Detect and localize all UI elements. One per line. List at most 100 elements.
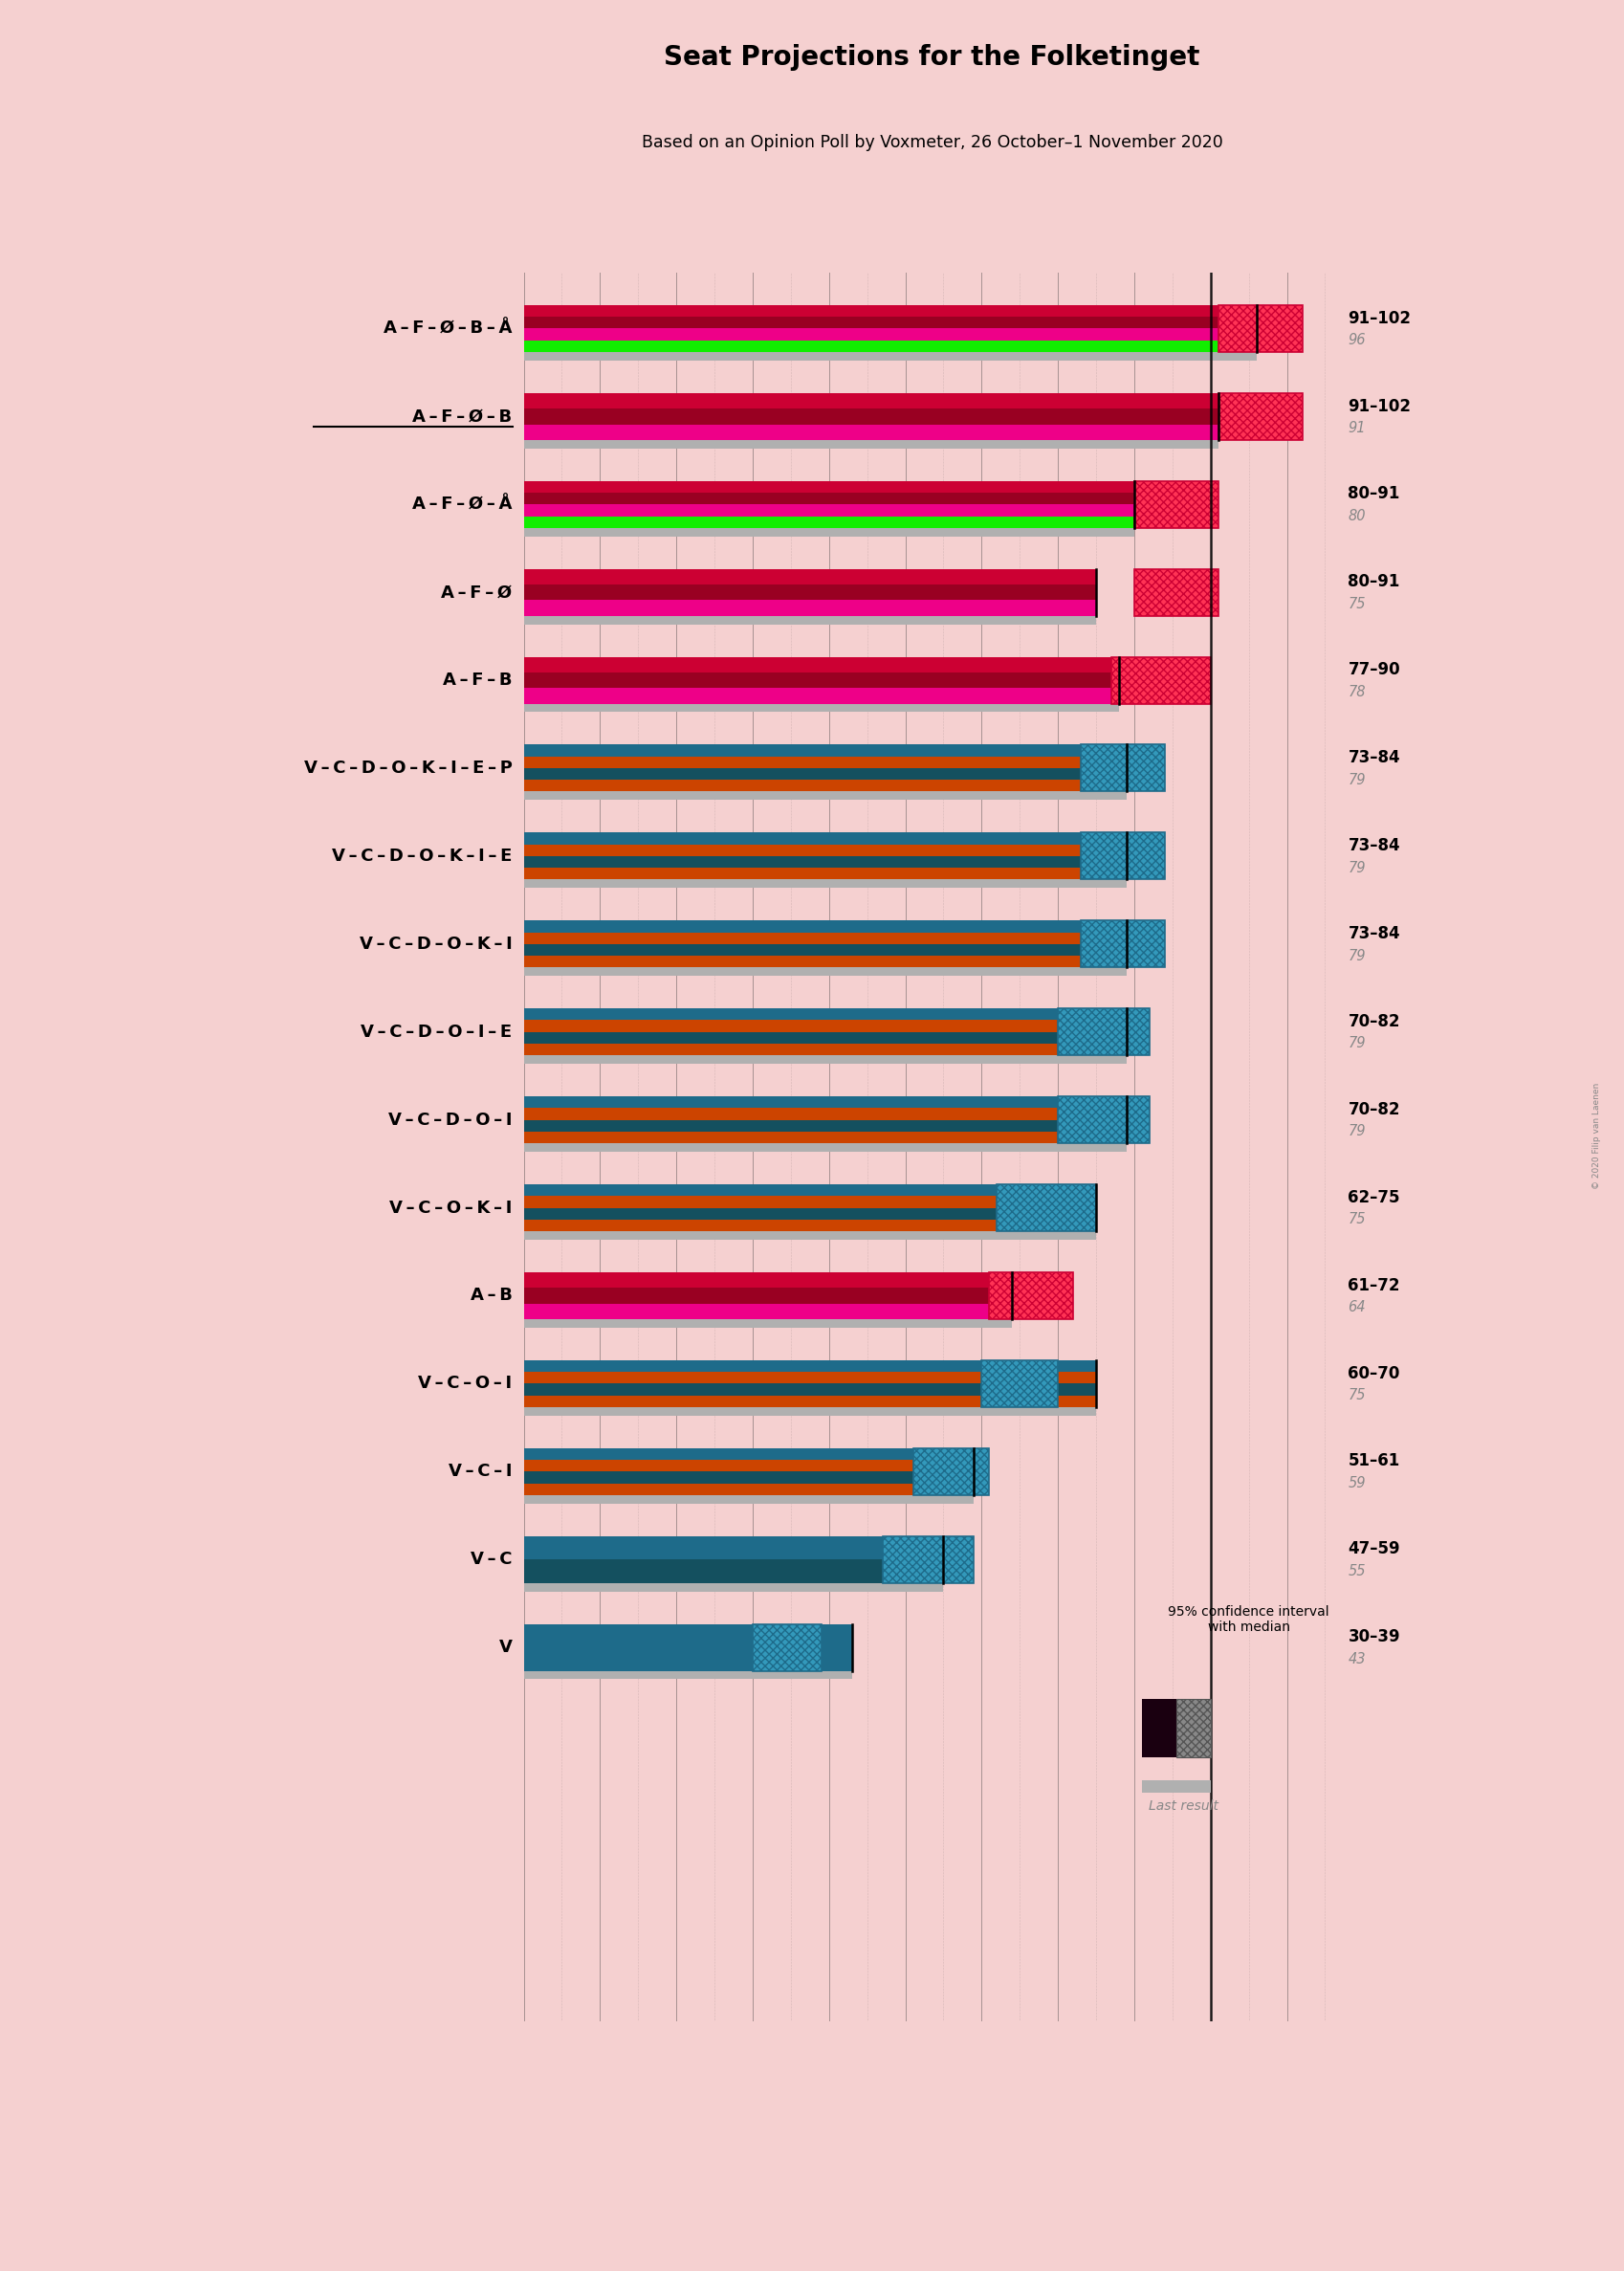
Text: A – F – Ø – Å: A – F – Ø – Å <box>412 495 512 513</box>
Bar <box>523 1142 1125 1151</box>
Bar <box>523 1288 1012 1304</box>
Bar <box>523 1671 851 1678</box>
Text: V – C – D – O – K – I – E: V – C – D – O – K – I – E <box>331 847 512 865</box>
Bar <box>1080 920 1164 967</box>
Bar <box>523 516 1134 527</box>
Bar <box>523 1319 1012 1329</box>
Bar <box>523 441 1218 447</box>
Bar <box>523 879 1125 888</box>
Bar <box>523 933 1125 945</box>
Text: 47–59: 47–59 <box>1348 1540 1400 1558</box>
Bar <box>523 409 1218 425</box>
Bar <box>523 1472 973 1483</box>
Bar <box>523 318 1255 329</box>
Text: Seat Projections for the Folketinget: Seat Projections for the Folketinget <box>664 43 1199 70</box>
Text: V: V <box>499 1640 512 1656</box>
Bar <box>523 425 1218 441</box>
Text: 91–102: 91–102 <box>1348 309 1410 327</box>
Text: 79: 79 <box>1348 1124 1364 1138</box>
Bar <box>523 920 1125 933</box>
Text: A – F – Ø – B: A – F – Ø – B <box>412 409 512 425</box>
Bar <box>523 615 1096 625</box>
Bar <box>523 1008 1125 1020</box>
Text: 77–90: 77–90 <box>1348 661 1400 679</box>
Bar <box>523 504 1134 516</box>
Text: 95% confidence interval
with median: 95% confidence interval with median <box>1168 1606 1328 1633</box>
Text: 91–102: 91–102 <box>1348 397 1410 416</box>
Text: 75: 75 <box>1348 597 1364 611</box>
Text: 91: 91 <box>1348 420 1364 436</box>
Text: 79: 79 <box>1348 861 1364 874</box>
Bar <box>523 1208 1096 1220</box>
Text: 30–39: 30–39 <box>1348 1628 1400 1646</box>
Bar <box>523 481 1134 493</box>
Bar <box>523 393 1218 409</box>
Text: 73–84: 73–84 <box>1348 749 1400 765</box>
Bar <box>523 688 1119 704</box>
Bar <box>523 1460 973 1472</box>
Text: 79: 79 <box>1348 772 1364 788</box>
Bar <box>523 1372 1096 1383</box>
Text: 80–91: 80–91 <box>1348 486 1400 502</box>
Bar <box>523 1231 1096 1240</box>
Bar <box>523 745 1125 756</box>
Bar <box>523 600 1096 615</box>
Text: 43: 43 <box>1348 1651 1364 1667</box>
Bar <box>981 1360 1057 1408</box>
Bar <box>523 1383 1096 1394</box>
Bar <box>1134 481 1218 527</box>
Bar <box>1080 833 1164 879</box>
Text: 60–70: 60–70 <box>1348 1365 1400 1381</box>
Bar <box>523 1031 1125 1045</box>
Text: © 2020 Filip van Laenen: © 2020 Filip van Laenen <box>1592 1083 1600 1188</box>
Bar <box>523 845 1125 856</box>
Bar <box>523 1494 973 1503</box>
Bar <box>523 1449 973 1460</box>
Bar <box>523 1108 1125 1120</box>
Bar <box>523 1360 1096 1372</box>
Bar <box>523 1483 973 1494</box>
Bar <box>523 584 1096 600</box>
Text: 96: 96 <box>1348 334 1364 347</box>
Text: V – C: V – C <box>471 1551 512 1567</box>
Bar <box>523 704 1119 713</box>
Bar <box>1080 745 1164 793</box>
Text: 51–61: 51–61 <box>1348 1453 1398 1469</box>
Bar <box>523 1020 1125 1031</box>
Bar <box>523 868 1125 879</box>
Bar <box>523 1097 1125 1108</box>
Bar <box>523 967 1125 977</box>
Bar <box>913 1449 989 1494</box>
Text: V – C – D – O – I – E: V – C – D – O – I – E <box>361 1024 512 1040</box>
Bar <box>523 1220 1096 1231</box>
Text: 61–72: 61–72 <box>1348 1276 1400 1294</box>
Bar <box>523 768 1125 779</box>
Bar <box>523 304 1255 318</box>
Bar <box>752 1624 820 1671</box>
Text: 73–84: 73–84 <box>1348 924 1400 942</box>
Bar <box>1176 1699 1210 1758</box>
Bar <box>523 1408 1096 1415</box>
Bar <box>523 1304 1012 1319</box>
Bar <box>523 672 1119 688</box>
Text: V – C – O – K – I: V – C – O – K – I <box>390 1199 512 1217</box>
Bar <box>989 1272 1072 1319</box>
Text: 80: 80 <box>1348 509 1364 522</box>
Bar <box>523 1045 1125 1056</box>
Bar <box>1142 1780 1210 1792</box>
Text: 55: 55 <box>1348 1565 1364 1578</box>
Bar <box>523 1272 1012 1288</box>
Text: V – C – O – I: V – C – O – I <box>417 1374 512 1392</box>
Text: A – B: A – B <box>469 1288 512 1304</box>
Bar <box>1057 1097 1148 1142</box>
Text: 75: 75 <box>1348 1388 1364 1403</box>
Text: 79: 79 <box>1348 1036 1364 1051</box>
Bar <box>882 1535 973 1583</box>
Bar <box>523 1197 1096 1208</box>
Bar <box>523 656 1119 672</box>
Bar <box>523 341 1255 352</box>
Text: V – C – D – O – K – I: V – C – D – O – K – I <box>359 936 512 952</box>
Bar <box>1218 393 1301 441</box>
Bar <box>1057 1008 1148 1056</box>
Bar <box>523 793 1125 799</box>
